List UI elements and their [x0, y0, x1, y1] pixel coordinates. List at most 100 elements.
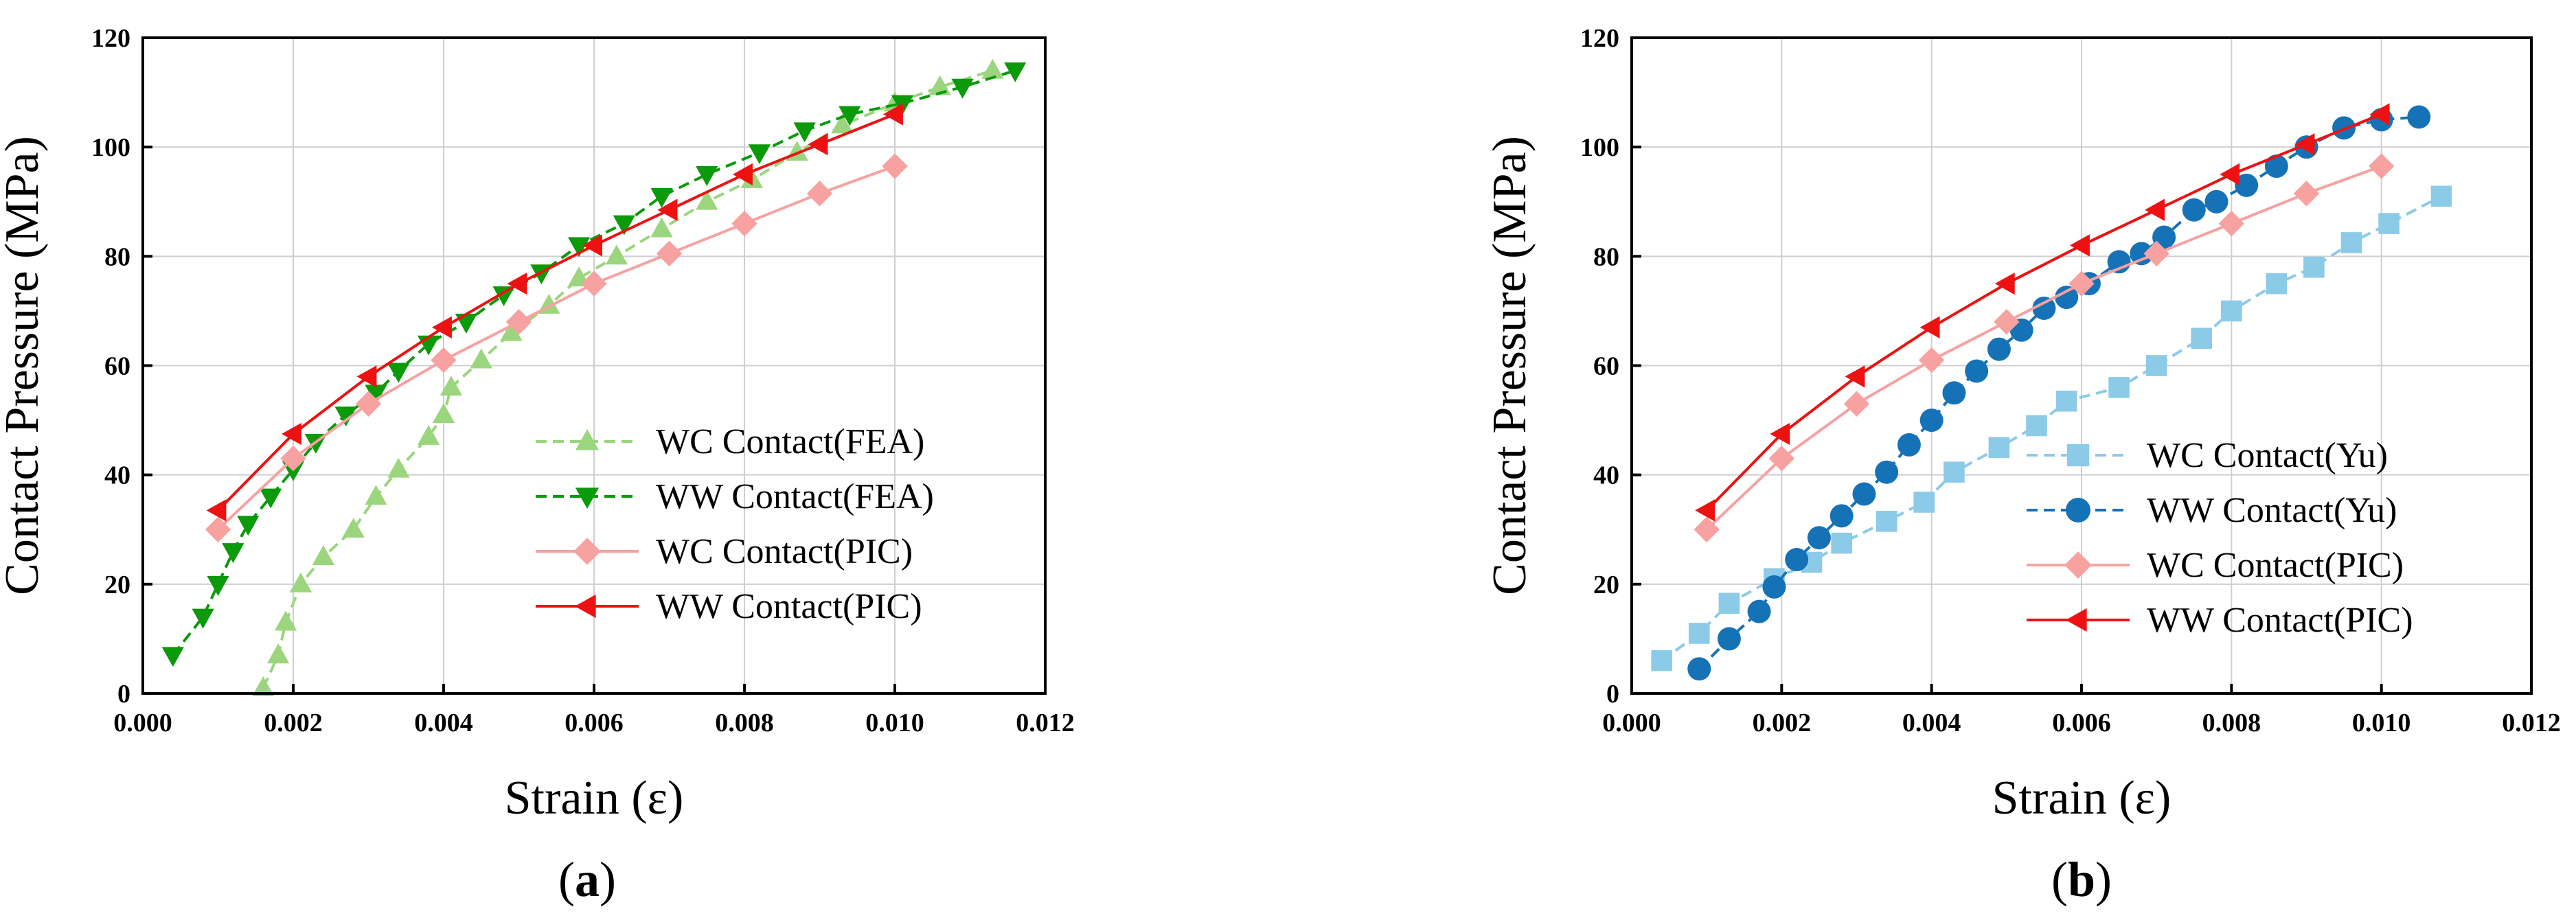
data-point — [582, 234, 602, 257]
data-point — [2430, 185, 2452, 207]
series-1 — [1651, 185, 2452, 671]
data-point — [432, 316, 452, 338]
data-point — [748, 144, 771, 165]
data-point — [806, 181, 833, 207]
data-point — [1831, 532, 1852, 554]
legend-entry: WC Contact(PIC) — [2027, 546, 2404, 585]
data-point — [1785, 548, 1809, 572]
y-tick-label: 80 — [1593, 242, 1619, 271]
legend-label: WW Contact(Yu) — [2147, 491, 2397, 530]
x-tick-label: 0.010 — [865, 709, 924, 737]
data-point — [387, 457, 410, 478]
series-line — [1705, 113, 2382, 511]
data-point — [274, 610, 297, 631]
data-point — [2055, 390, 2077, 412]
data-point — [1688, 623, 1710, 644]
x-axis-title: Strain (ε) — [1992, 772, 2172, 825]
data-point — [1762, 575, 1786, 599]
data-point — [1768, 446, 1795, 472]
legend-marker — [575, 487, 600, 509]
data-point — [2407, 105, 2431, 129]
legend-entry: WC Contact(FEA) — [536, 422, 924, 461]
data-point — [192, 608, 214, 629]
x-tick-label: 0.004 — [414, 709, 473, 737]
legend-label: WW Contact(PIC) — [2147, 601, 2413, 640]
data-point — [2182, 198, 2206, 222]
y-tick-label: 40 — [104, 461, 130, 490]
data-point — [342, 518, 365, 538]
y-tick-label: 120 — [91, 24, 130, 53]
data-point — [1918, 347, 1945, 373]
data-point — [731, 210, 757, 237]
data-point — [2293, 181, 2320, 207]
data-point — [2026, 415, 2047, 437]
y-tick-label: 40 — [1593, 461, 1619, 490]
data-point — [2340, 232, 2362, 253]
x-tick-label: 0.002 — [1753, 709, 1812, 737]
data-point — [1694, 516, 1720, 542]
data-point — [2221, 300, 2242, 322]
y-tick-label: 100 — [91, 133, 130, 162]
data-point — [1807, 526, 1831, 550]
panel-letter: b — [2068, 852, 2095, 907]
legend-entry: WW Contact(FEA) — [536, 477, 934, 516]
legend-marker — [2066, 608, 2087, 632]
data-point — [206, 499, 227, 522]
y-tick-label: 0 — [1606, 680, 1619, 709]
data-point — [222, 543, 244, 564]
data-point — [470, 348, 492, 369]
series-layer — [161, 58, 1027, 696]
data-point — [1987, 337, 2011, 361]
panel-label: (a) — [558, 852, 616, 907]
legend-label: WC Contact(PIC) — [2147, 546, 2404, 585]
data-point — [581, 271, 607, 297]
data-point — [1770, 422, 1790, 446]
data-point — [312, 545, 334, 565]
data-point — [1944, 461, 1965, 483]
legend-entry: WW Contact(Yu) — [2027, 491, 2397, 530]
data-point — [507, 272, 527, 295]
data-point — [657, 198, 678, 221]
data-point — [2130, 242, 2154, 266]
data-point — [567, 237, 591, 257]
data-point — [650, 187, 673, 208]
y-tick-label: 100 — [1580, 133, 1619, 162]
series-layer — [1651, 103, 2452, 681]
data-point — [1988, 437, 2010, 459]
data-point — [161, 647, 184, 667]
data-point — [2220, 163, 2240, 186]
data-point — [2191, 327, 2212, 349]
data-point — [280, 446, 306, 472]
data-point — [2368, 153, 2395, 179]
data-point — [2204, 189, 2229, 214]
data-point — [1942, 381, 1966, 405]
data-point — [981, 58, 1004, 79]
legend-label: WC Contact(FEA) — [656, 422, 924, 461]
data-point — [1876, 511, 1897, 532]
data-point — [1897, 433, 1921, 457]
y-tick-label: 60 — [104, 352, 130, 381]
panel-letter: a — [575, 852, 600, 907]
y-tick-label: 80 — [104, 242, 130, 271]
data-point — [656, 240, 683, 267]
y-axis-title: Contact Pressure (MPa) — [1483, 136, 1536, 595]
legend-marker — [2064, 551, 2092, 579]
x-tick-label: 0.002 — [264, 709, 323, 737]
data-point — [355, 391, 382, 417]
data-point — [365, 485, 387, 505]
data-point — [839, 106, 861, 126]
legend-label: WC Contact(PIC) — [656, 532, 913, 571]
series-4 — [1695, 103, 2390, 522]
data-point — [252, 676, 275, 696]
data-point — [883, 103, 903, 126]
data-point — [356, 365, 377, 388]
data-point — [2143, 240, 2169, 267]
y-tick-label: 20 — [1593, 571, 1619, 599]
data-point — [505, 309, 532, 335]
data-point — [696, 166, 718, 186]
data-point — [387, 363, 410, 383]
chart-panel-b: 0.000 0.002 0.004 0.006 0.008 0.010 0.012 0 20 40… — [1483, 24, 2561, 907]
data-point — [1919, 409, 1944, 433]
data-point — [1830, 504, 1854, 528]
